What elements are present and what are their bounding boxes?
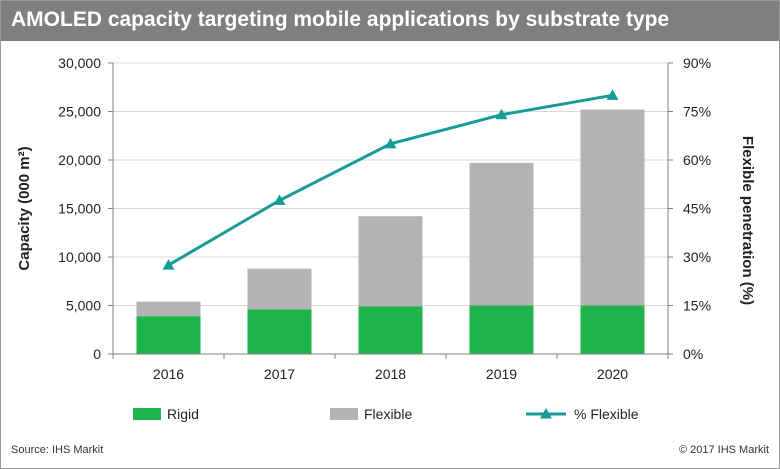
bar-flexible	[358, 216, 423, 307]
x-tick-label: 2020	[597, 366, 628, 382]
chart-title: AMOLED capacity targeting mobile applica…	[11, 8, 670, 31]
y2-tick-label: 45%	[683, 201, 711, 217]
y2-tick-label: 75%	[683, 104, 711, 120]
bar-rigid	[358, 306, 423, 354]
legend-swatch-flexible	[330, 408, 358, 420]
y-tick-label: 30,000	[58, 55, 101, 71]
point-flexible-pct	[495, 108, 508, 120]
bar-flexible	[580, 109, 645, 306]
y2-tick-label: 60%	[683, 152, 711, 168]
bar-flexible	[247, 268, 312, 310]
bar-flexible	[136, 301, 201, 317]
bar-rigid	[469, 305, 534, 354]
y-tick-label: 15,000	[58, 201, 101, 217]
legend-label-flexible-pct: % Flexible	[574, 406, 639, 422]
point-flexible-pct	[606, 89, 619, 100]
bars	[136, 109, 645, 354]
y2-tick-label: 30%	[683, 249, 711, 265]
tick-labels: 0 0% 5,000 15% 10,000 30% 15,000 45% 20,000 60% 25…	[58, 55, 711, 382]
x-tick-label: 2017	[264, 366, 295, 382]
x-tick-label: 2019	[486, 366, 517, 382]
bar-rigid	[136, 316, 201, 354]
copyright-note: © 2017 IHS Markit	[678, 444, 769, 456]
title-bar: AMOLED capacity targeting mobile applica…	[1, 1, 779, 41]
y-tick-label: 0	[93, 346, 101, 362]
legend-label-flexible: Flexible	[364, 406, 412, 422]
legend: Rigid Flexible % Flexible	[133, 406, 639, 422]
legend-label-rigid: Rigid	[167, 406, 199, 422]
point-flexible-pct	[273, 194, 286, 205]
y2-tick-label: 0%	[683, 346, 703, 362]
x-tick-label: 2016	[153, 366, 184, 382]
y-tick-label: 20,000	[58, 152, 101, 168]
y-axis-label: Capacity (000 m²)	[16, 146, 33, 270]
bar-flexible	[469, 162, 534, 306]
legend-marker-flexible-pct	[540, 408, 552, 419]
y-tick-label: 25,000	[58, 104, 101, 120]
bar-rigid	[580, 305, 645, 354]
y2-tick-label: 90%	[683, 55, 711, 71]
y2-axis-label: Flexible penetration (%)	[739, 136, 756, 305]
y2-tick-label: 15%	[683, 298, 711, 314]
legend-swatch-rigid	[133, 408, 161, 420]
point-flexible-pct	[384, 137, 397, 149]
y-tick-label: 10,000	[58, 249, 101, 265]
flexible-line	[162, 89, 619, 270]
axes	[108, 62, 673, 359]
point-flexible-pct	[162, 259, 175, 270]
axis-labels: Capacity (000 m²) Flexible penetration (%…	[16, 136, 756, 305]
x-tick-label: 2018	[375, 366, 406, 382]
source-note: Source: IHS Markit	[11, 444, 104, 456]
y-tick-label: 5,000	[66, 298, 101, 314]
bar-rigid	[247, 309, 312, 354]
